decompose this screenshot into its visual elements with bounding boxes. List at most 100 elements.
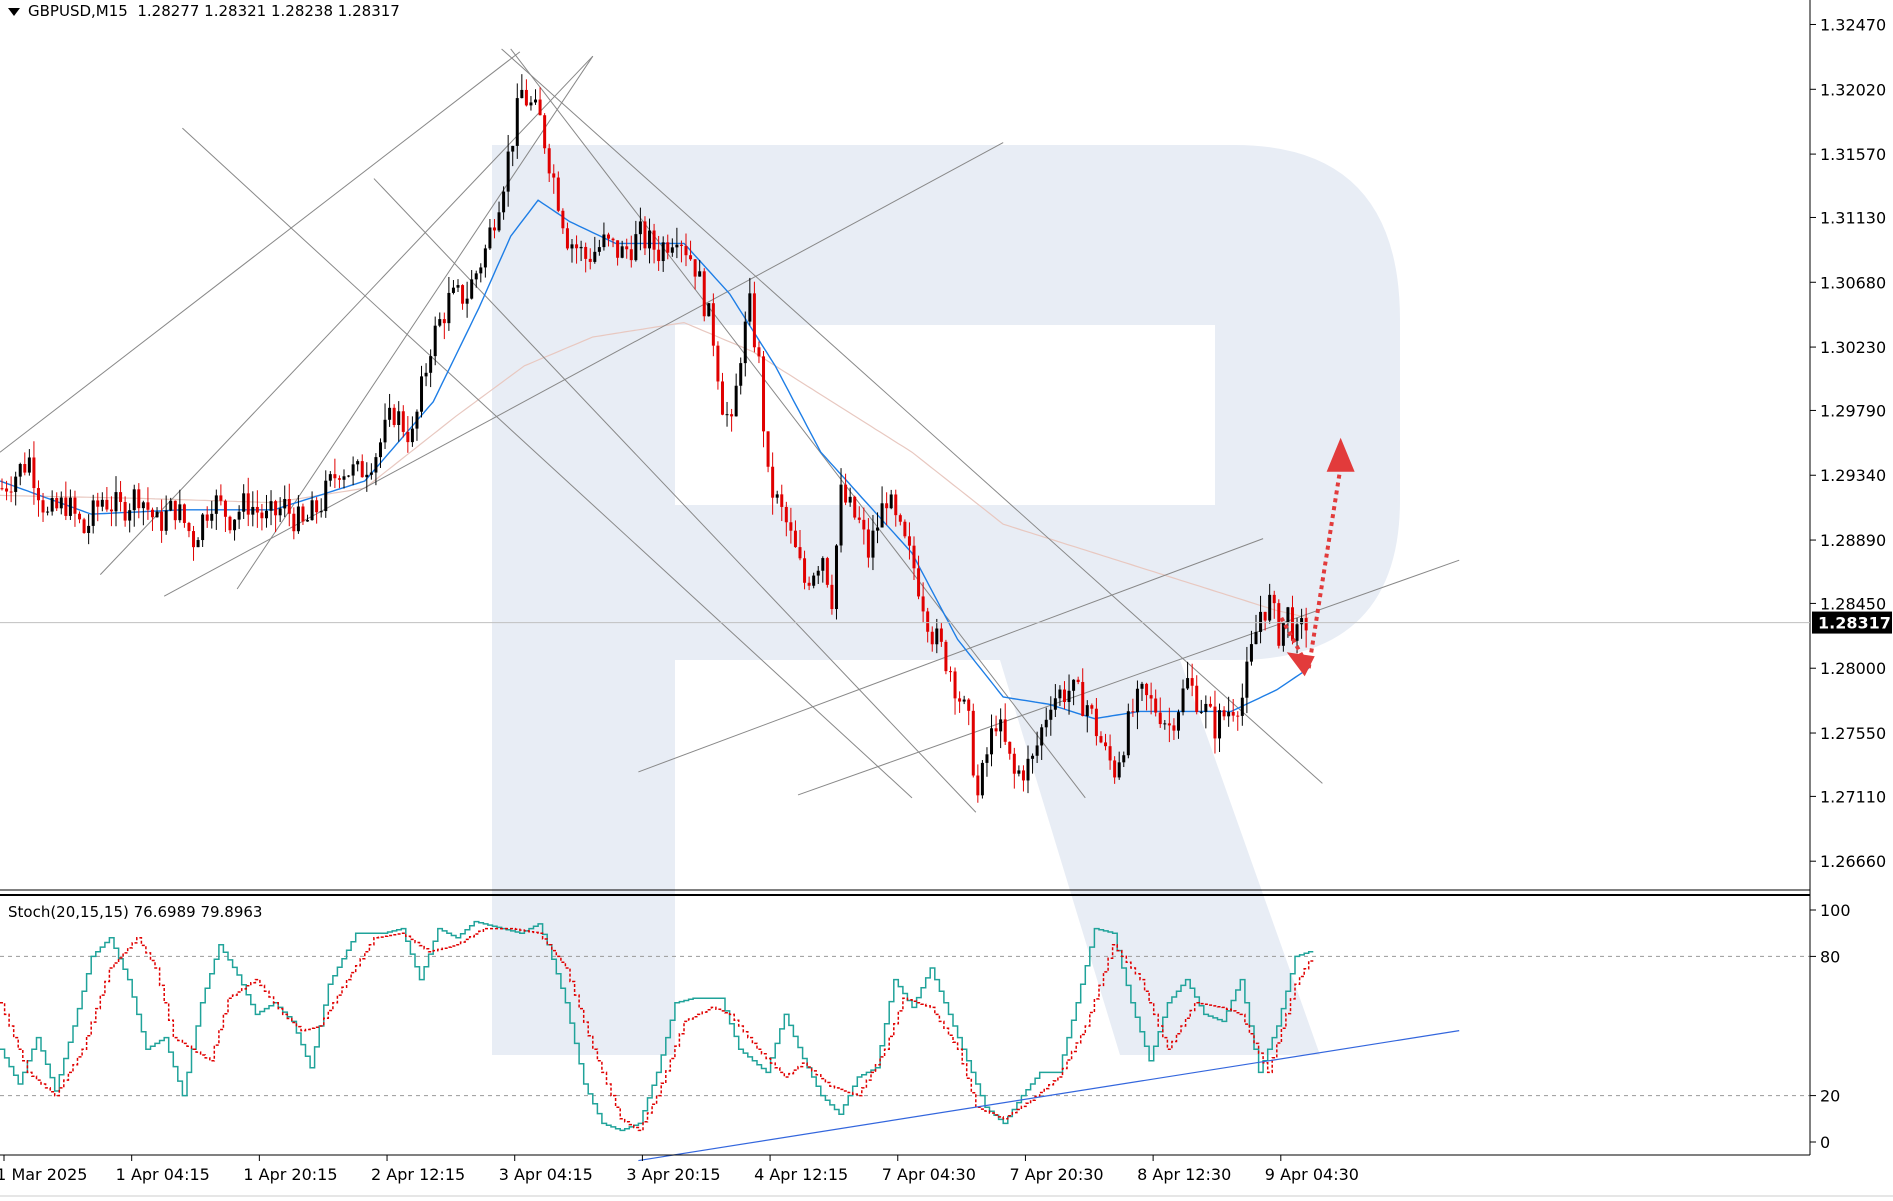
candle-body [78, 513, 82, 520]
candle-body [871, 530, 875, 558]
candle-body [675, 244, 679, 248]
candle-body [46, 511, 50, 513]
trendline [797, 559, 1460, 796]
candle-body [917, 568, 921, 597]
candle-body [483, 248, 487, 268]
candle-body [511, 145, 515, 152]
candle-body [328, 474, 332, 481]
candle-body [1122, 755, 1126, 763]
candle-body [720, 381, 724, 415]
candle-body [556, 177, 560, 211]
candle-body [228, 516, 232, 531]
candle-body [588, 258, 592, 262]
candle-body [1222, 710, 1226, 717]
candle-body [625, 246, 629, 250]
forecast-down-arrowhead [1286, 652, 1315, 677]
candle-body [429, 356, 433, 373]
candle-body [1213, 706, 1217, 739]
candle-body [762, 356, 766, 432]
candle-body [301, 506, 305, 522]
candle-body [474, 273, 478, 280]
collapse-triangle-icon[interactable] [8, 7, 20, 16]
candle-body [114, 492, 118, 512]
price-tick-label: 1.26660 [1820, 852, 1886, 871]
candle-body [1131, 711, 1135, 713]
candle-body [698, 271, 702, 277]
candle-body [1049, 709, 1053, 720]
time-tick-label: 1 Apr 04:15 [116, 1165, 210, 1184]
candle-body [150, 509, 154, 518]
candle-body [41, 500, 45, 513]
candle-body [898, 515, 902, 522]
open-value: 1.28277 [137, 2, 200, 20]
candle-body [990, 728, 994, 755]
candle-body [907, 536, 911, 546]
candle-body [944, 641, 948, 672]
candle-body [32, 457, 36, 489]
candle-body [420, 376, 424, 412]
candle-body [962, 699, 966, 702]
candle-body [520, 89, 524, 99]
candle-body [502, 191, 506, 213]
candle-body [711, 303, 715, 346]
candle-body [415, 411, 419, 429]
stoch-tick-label: 80 [1820, 947, 1840, 966]
low-value: 1.28238 [270, 2, 334, 20]
candle-body [205, 514, 209, 521]
time-tick-label: 3 Apr 04:15 [499, 1165, 593, 1184]
candle-body [173, 500, 177, 521]
candle-body [1190, 678, 1194, 686]
candle-body [369, 472, 373, 475]
candle-body [834, 545, 838, 610]
candle-body [1240, 697, 1244, 716]
price-tick-label: 1.30230 [1820, 338, 1886, 357]
candle-body [461, 285, 465, 304]
candle-body [1259, 611, 1263, 632]
candle-body [447, 292, 451, 324]
candle-body [333, 474, 337, 479]
candle-body [1012, 753, 1016, 774]
candle-body [451, 287, 455, 293]
stoch-k-value: 76.6989 [133, 903, 196, 921]
candle-body [1163, 723, 1167, 725]
candle-body [73, 497, 77, 514]
candle-body [561, 210, 565, 229]
candle-body [752, 293, 756, 348]
trendline [182, 127, 913, 799]
candle-body [793, 530, 797, 548]
candle-body [347, 475, 351, 477]
candle-body [1254, 631, 1258, 645]
candle-body [985, 754, 989, 763]
stoch-panel: 100 80 20 0 [0, 901, 1851, 1162]
candle-body [406, 431, 410, 443]
candle-body [1154, 698, 1158, 713]
candle-body [1090, 705, 1094, 709]
candles [0, 74, 1308, 803]
candle-body [1249, 644, 1253, 662]
candle-body [105, 499, 109, 510]
candle-body [670, 247, 674, 253]
candle-body [730, 414, 734, 417]
candle-body [14, 476, 18, 492]
time-tick-label: 7 Apr 20:30 [1009, 1165, 1103, 1184]
price-tick-label: 1.28890 [1820, 531, 1886, 550]
candle-body [178, 504, 182, 521]
trendline [236, 55, 594, 590]
candle-body [119, 492, 123, 502]
candle-body [844, 484, 848, 503]
candle-body [894, 494, 898, 516]
candle-body [976, 775, 980, 796]
chart-header: GBPUSD,M15 1.28277 1.28321 1.28238 1.283… [8, 2, 400, 20]
candle-body [1140, 683, 1144, 689]
price-tick-label: 1.32470 [1820, 15, 1886, 34]
candle-body [1176, 712, 1180, 731]
candle-body [255, 506, 259, 513]
candle-body [1062, 689, 1066, 703]
candle-body [862, 519, 866, 530]
candle-body [999, 719, 1003, 732]
trendline [0, 51, 521, 453]
candle-body [378, 442, 382, 458]
candle-body [164, 510, 168, 531]
